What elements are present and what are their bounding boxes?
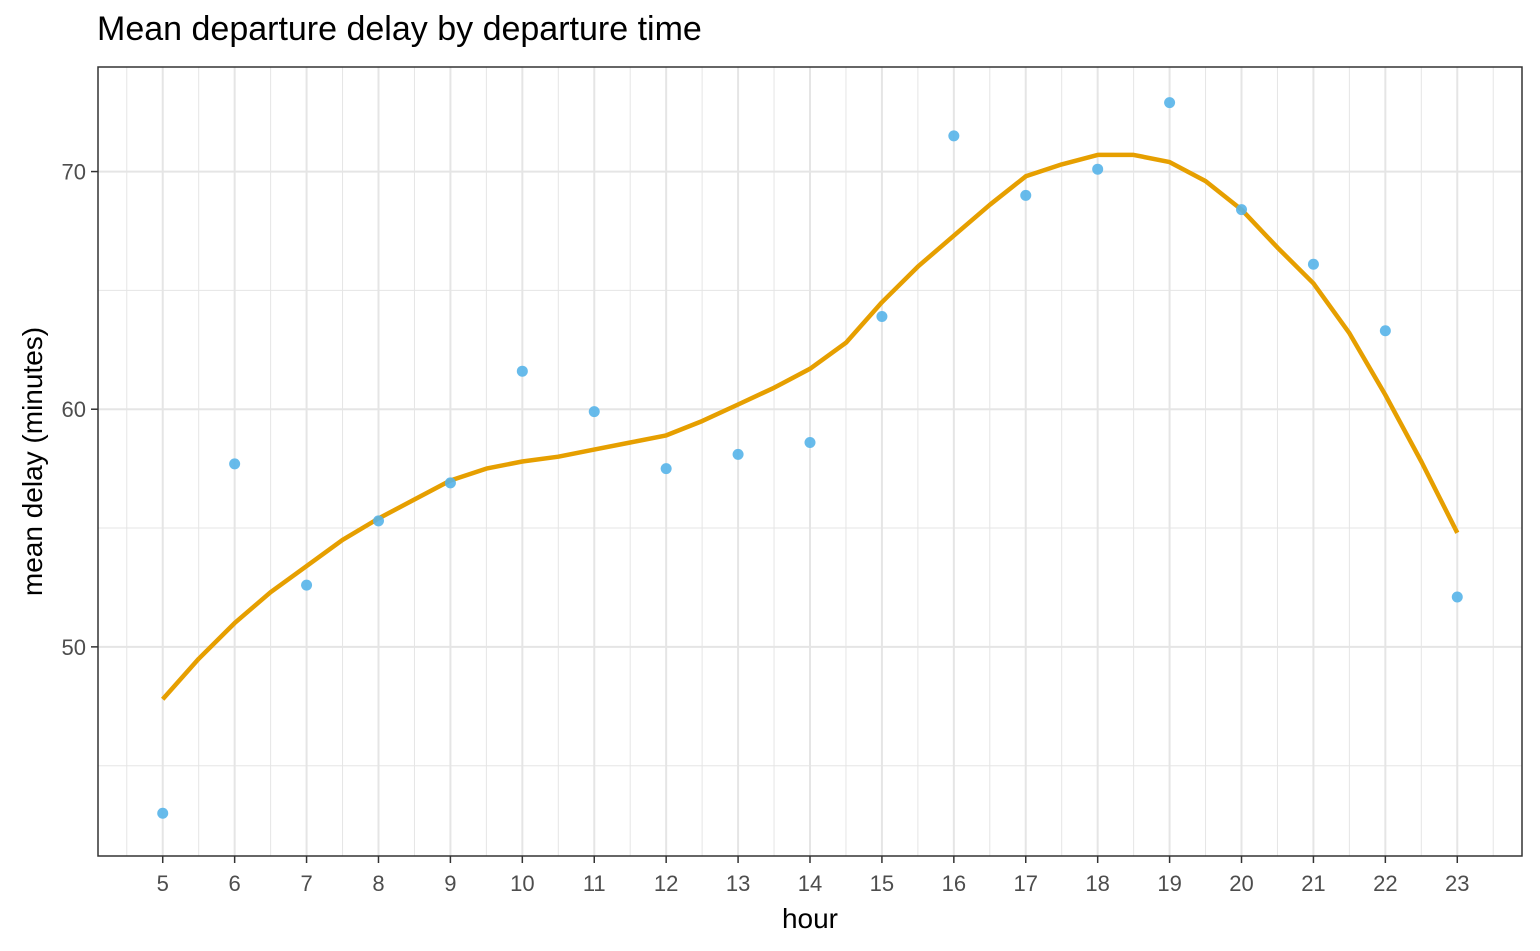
- data-point: [157, 807, 169, 819]
- x-tick-label: 22: [1373, 871, 1397, 896]
- data-point: [444, 477, 456, 489]
- y-axis: 50 60 70: [62, 160, 98, 660]
- data-point: [1020, 189, 1032, 201]
- data-point: [372, 515, 384, 527]
- x-tick-label: 5: [157, 871, 169, 896]
- data-point: [1164, 97, 1176, 109]
- x-tick-label: 18: [1085, 871, 1109, 896]
- x-tick-label: 16: [942, 871, 966, 896]
- x-tick-label: 6: [229, 871, 241, 896]
- data-point: [876, 311, 888, 323]
- data-point: [588, 406, 600, 418]
- y-tick-label: 50: [62, 635, 86, 660]
- y-tick-label: 70: [62, 160, 86, 185]
- x-tick-label: 17: [1014, 871, 1038, 896]
- x-tick-label: 20: [1229, 871, 1253, 896]
- y-tick-label: 60: [62, 397, 86, 422]
- x-tick-label: 23: [1445, 871, 1469, 896]
- data-point: [1092, 163, 1104, 175]
- x-axis-title: hour: [782, 903, 838, 934]
- x-tick-label: 8: [372, 871, 384, 896]
- data-point: [301, 579, 313, 591]
- data-point: [660, 463, 672, 475]
- x-axis: 5 6 7 8 9 10 11 12 13 14 15 16 17 18 19 20 21 22 23: [157, 856, 1470, 896]
- y-axis-title: mean delay (minutes): [17, 327, 48, 596]
- data-point: [804, 436, 816, 448]
- data-point: [1379, 325, 1391, 337]
- data-points: [157, 97, 1463, 819]
- x-tick-label: 14: [798, 871, 822, 896]
- x-tick-label: 21: [1301, 871, 1325, 896]
- x-tick-label: 19: [1157, 871, 1181, 896]
- grid-lines: [98, 67, 1522, 856]
- x-tick-label: 13: [726, 871, 750, 896]
- x-tick-label: 9: [444, 871, 456, 896]
- data-point: [229, 458, 241, 470]
- data-point: [1451, 591, 1463, 603]
- x-tick-label: 15: [870, 871, 894, 896]
- chart-title: Mean departure delay by departure time: [97, 10, 702, 48]
- data-point: [948, 130, 960, 142]
- data-point: [1307, 258, 1319, 270]
- data-point: [516, 365, 528, 377]
- data-point: [1236, 204, 1248, 216]
- x-tick-label: 12: [654, 871, 678, 896]
- x-tick-label: 7: [300, 871, 312, 896]
- x-tick-label: 10: [510, 871, 534, 896]
- data-point: [732, 448, 744, 460]
- x-tick-label: 11: [583, 871, 606, 896]
